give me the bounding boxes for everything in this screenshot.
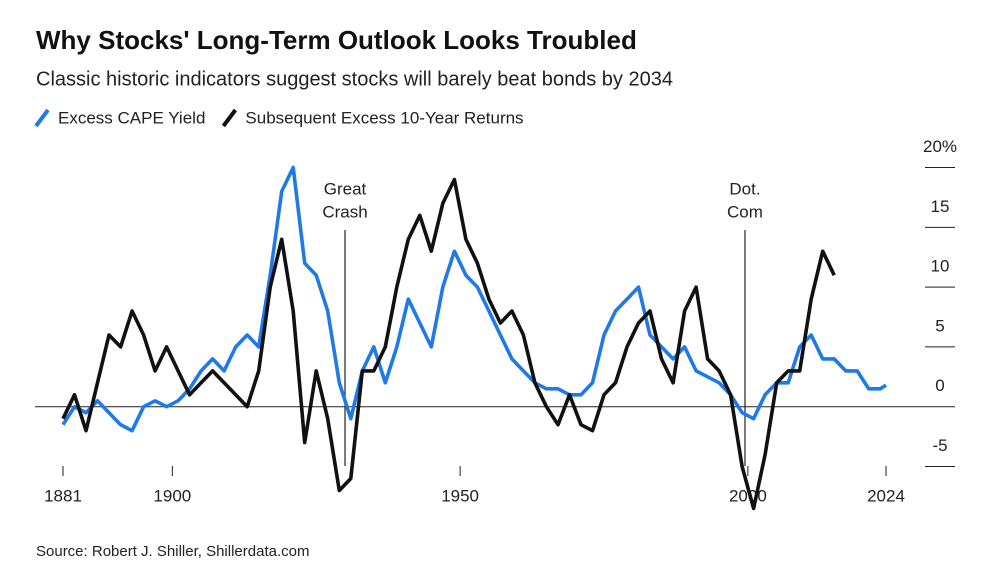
chart-title: Why Stocks' Long-Term Outlook Looks Trou… bbox=[36, 25, 637, 55]
legend-swatch bbox=[34, 108, 50, 128]
annotation-label: Com bbox=[727, 202, 763, 221]
x-tick-label: 1881 bbox=[44, 486, 82, 505]
x-tick-label: 2024 bbox=[867, 486, 905, 505]
chart-subtitle: Classic historic indicators suggest stoc… bbox=[36, 68, 673, 90]
legend-label: Excess CAPE Yield bbox=[58, 108, 205, 127]
x-tick-label: 1950 bbox=[441, 486, 479, 505]
series-line bbox=[61, 177, 836, 511]
y-tick-label: 0 bbox=[935, 376, 944, 395]
y-tick-label: -5 bbox=[932, 436, 947, 455]
annotation-label: Dot. bbox=[729, 179, 760, 198]
y-tick-label: 20% bbox=[923, 137, 957, 156]
y-tick-label: 15 bbox=[931, 197, 950, 216]
legend-swatch bbox=[221, 108, 238, 128]
series-line bbox=[61, 165, 887, 433]
annotation-label: Great bbox=[324, 179, 367, 198]
annotation-label: Crash bbox=[322, 202, 367, 221]
x-tick-label: 1900 bbox=[153, 486, 191, 505]
legend-label: Subsequent Excess 10-Year Returns bbox=[245, 108, 523, 127]
source: Source: Robert J. Shiller, Shillerdata.c… bbox=[36, 543, 309, 560]
y-tick-label: 5 bbox=[935, 316, 944, 335]
y-tick-label: 10 bbox=[931, 257, 950, 276]
